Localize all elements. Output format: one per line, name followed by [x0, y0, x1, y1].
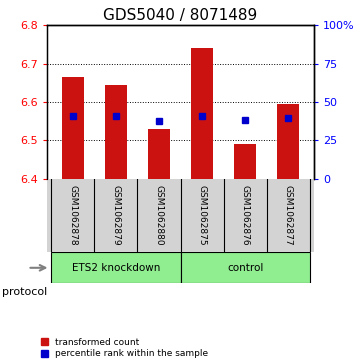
Bar [148, 129, 170, 179]
Bar [234, 144, 256, 179]
Bar [105, 85, 127, 179]
Text: GSM1062878: GSM1062878 [68, 185, 77, 246]
Text: GSM1062877: GSM1062877 [284, 185, 293, 246]
Text: GSM1062875: GSM1062875 [197, 185, 206, 246]
Bar [191, 48, 213, 179]
Text: GSM1062880: GSM1062880 [155, 185, 164, 246]
Text: control: control [227, 263, 263, 273]
Text: ETS2 knockdown: ETS2 knockdown [72, 263, 160, 273]
Bar [278, 104, 299, 179]
Text: GSM1062879: GSM1062879 [112, 185, 120, 246]
Text: protocol: protocol [2, 287, 47, 297]
Bar [62, 77, 83, 179]
Text: GSM1062876: GSM1062876 [241, 185, 249, 246]
Legend: transformed count, percentile rank within the sample: transformed count, percentile rank withi… [41, 338, 208, 359]
Title: GDS5040 / 8071489: GDS5040 / 8071489 [103, 8, 258, 23]
Bar [180, 252, 310, 283]
Bar [51, 252, 180, 283]
